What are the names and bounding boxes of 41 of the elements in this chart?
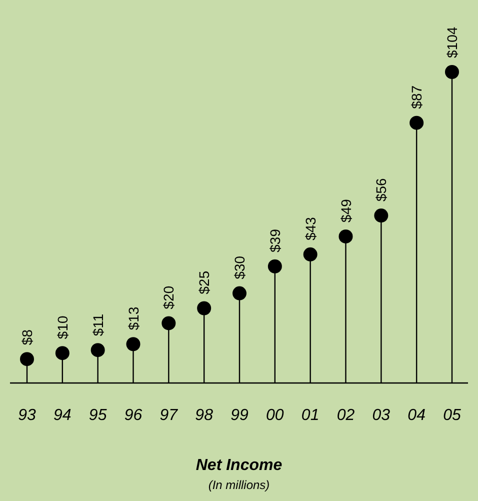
x-tick-label: 99 <box>230 407 248 424</box>
data-label: $104 <box>444 26 460 58</box>
data-label: $25 <box>196 270 212 294</box>
data-label: $49 <box>338 198 354 222</box>
x-tick-label: 98 <box>195 407 214 424</box>
point <box>445 65 459 79</box>
x-tick-label: 95 <box>88 407 107 424</box>
x-tick-label: 02 <box>336 407 355 424</box>
data-label: $8 <box>19 329 35 346</box>
point <box>90 343 105 358</box>
point <box>338 229 353 244</box>
point <box>410 116 424 130</box>
x-tick-label: 00 <box>266 407 284 424</box>
point <box>268 259 282 274</box>
x-tick-label: 01 <box>301 407 320 424</box>
data-label: $39 <box>266 228 283 252</box>
x-tick-label: 97 <box>160 407 179 424</box>
point <box>374 208 388 223</box>
point <box>126 337 140 352</box>
data-label: $56 <box>373 178 390 202</box>
x-tick-label: 96 <box>124 407 142 424</box>
data-label: $13 <box>125 306 142 330</box>
text: (In millions) <box>208 478 270 492</box>
x-tick-label: 03 <box>372 407 390 424</box>
point <box>20 352 34 366</box>
text: Net Income <box>196 457 282 474</box>
x-tick-label: 05 <box>443 407 461 424</box>
point <box>55 346 70 360</box>
data-label: $87 <box>408 85 425 109</box>
data-label: $11 <box>90 314 106 336</box>
x-tick-label: 94 <box>54 407 72 424</box>
data-label: $30 <box>232 256 248 280</box>
data-label: $20 <box>160 286 177 310</box>
data-label: $43 <box>302 216 318 240</box>
point <box>197 301 212 316</box>
point <box>232 286 246 300</box>
point <box>162 316 176 330</box>
x-tick-label: 04 <box>408 407 426 424</box>
data-label: $10 <box>54 316 70 340</box>
x-tick-label: 93 <box>18 407 36 424</box>
point <box>303 247 318 262</box>
